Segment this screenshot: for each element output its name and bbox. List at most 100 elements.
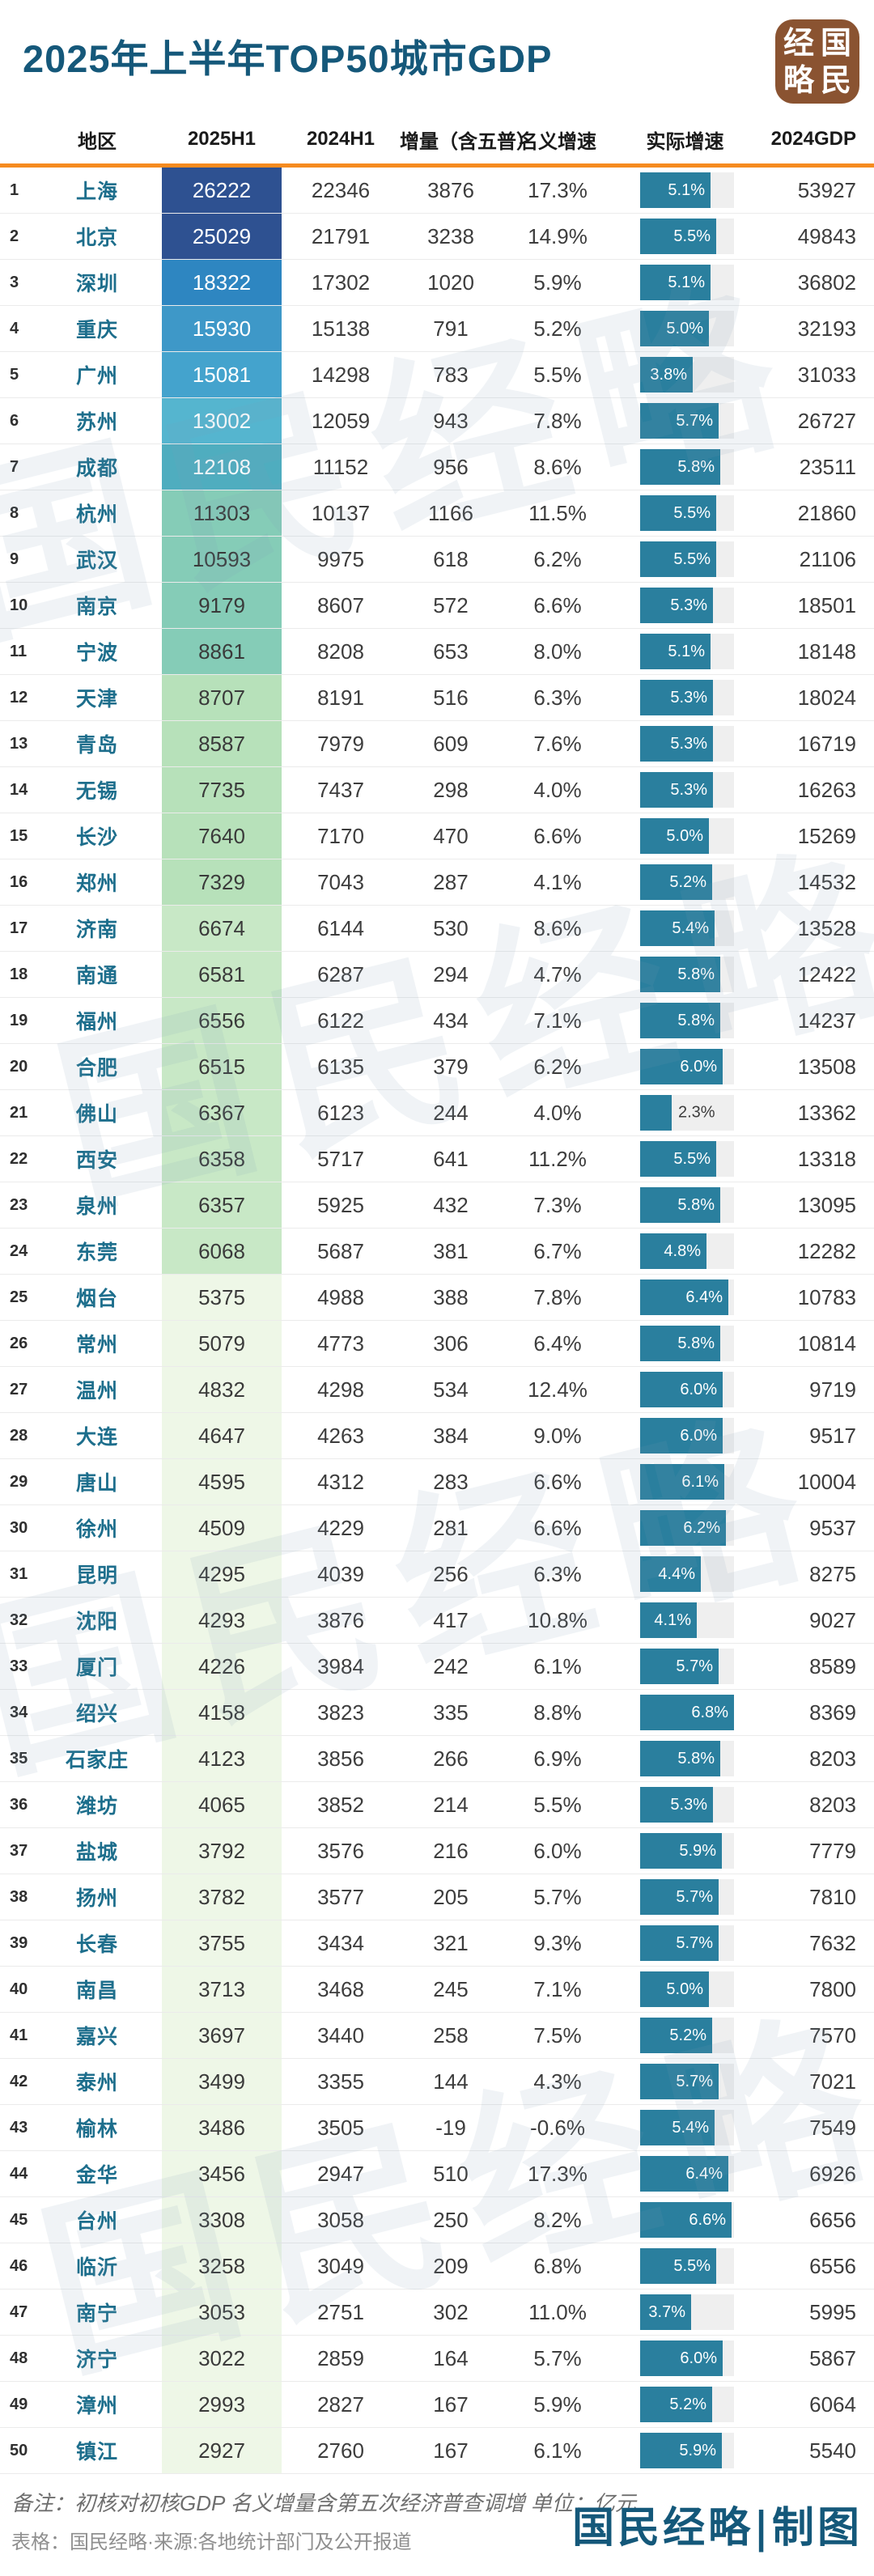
city-name: 福州 bbox=[75, 1011, 118, 1033]
increment-value: 943 bbox=[433, 408, 469, 433]
real-growth-label: 5.3% bbox=[670, 734, 707, 753]
city-name: 宁波 bbox=[75, 642, 118, 664]
logo-char: 民 bbox=[820, 62, 851, 98]
rank-number: 25 bbox=[10, 1288, 28, 1306]
increment-value: 266 bbox=[433, 1746, 469, 1771]
city-name: 济南 bbox=[75, 919, 118, 941]
real-growth-bar-track: 5.7% bbox=[640, 1925, 734, 1961]
rank-number: 27 bbox=[10, 1380, 28, 1398]
gdp-2024-value: 18501 bbox=[797, 592, 856, 617]
real-growth-label: 5.3% bbox=[670, 596, 707, 614]
increment-value: 287 bbox=[433, 869, 469, 894]
real-growth-bar: 6.0% bbox=[640, 1049, 723, 1084]
city-name: 东莞 bbox=[75, 1241, 118, 1264]
city-name: 绍兴 bbox=[75, 1703, 118, 1725]
col-header-increment: 增量（含五普） bbox=[400, 130, 536, 153]
gdp-2024-value: 7021 bbox=[809, 2069, 856, 2094]
gdp-2024h1-value: 2859 bbox=[317, 2345, 364, 2370]
real-growth-bar: 6.4% bbox=[640, 1280, 728, 1315]
gdp-2024-value: 5540 bbox=[809, 2438, 856, 2463]
table-row: 42 泰州 3499 3355 144 4.3% 5.7% 7021 bbox=[0, 2059, 874, 2105]
gdp-2024h1-value: 7043 bbox=[317, 869, 364, 894]
real-growth-bar: 5.8% bbox=[640, 449, 720, 485]
real-growth-bar-track: 5.2% bbox=[640, 864, 734, 900]
nominal-growth-value: 14.9% bbox=[528, 223, 588, 248]
real-growth-cell: 5.5% bbox=[613, 1136, 757, 1182]
city-name: 榆林 bbox=[75, 2118, 118, 2141]
gdp-2024h1-value: 4298 bbox=[317, 1377, 364, 1402]
real-growth-cell: 6.1% bbox=[613, 1459, 757, 1504]
real-growth-label: 5.8% bbox=[677, 1011, 715, 1029]
table-row: 46 临沂 3258 3049 209 6.8% 5.5% 6556 bbox=[0, 2243, 874, 2290]
nominal-growth-value: 6.3% bbox=[533, 1561, 582, 1586]
real-growth-cell: 5.7% bbox=[613, 1644, 757, 1689]
real-growth-cell: 5.2% bbox=[613, 2382, 757, 2427]
real-growth-bar-track: 6.8% bbox=[640, 1695, 734, 1730]
gdp-2025h1-cell: 5079 bbox=[162, 1321, 282, 1366]
gdp-2024h1-value: 2827 bbox=[317, 2391, 364, 2417]
real-growth-label: 5.5% bbox=[673, 503, 711, 522]
col-header-2025h1: 2025H1 bbox=[187, 128, 257, 150]
real-growth-label: 4.4% bbox=[658, 1564, 695, 1583]
city-name: 苏州 bbox=[75, 411, 118, 434]
rank-number: 19 bbox=[10, 1011, 28, 1029]
real-growth-cell: 5.1% bbox=[613, 168, 757, 213]
increment-value: 381 bbox=[433, 1238, 469, 1263]
nominal-growth-value: 5.7% bbox=[533, 1884, 582, 1909]
nominal-growth-value: 8.6% bbox=[533, 454, 582, 479]
table-row: 3 深圳 18322 17302 1020 5.9% 5.1% 36802 bbox=[0, 260, 874, 306]
gdp-2025h1-cell: 7735 bbox=[162, 767, 282, 813]
gdp-2024h1-value: 3576 bbox=[317, 1838, 364, 1863]
city-name: 大连 bbox=[75, 1426, 118, 1449]
gdp-2024h1-value: 11152 bbox=[312, 454, 369, 479]
increment-value: 244 bbox=[433, 1100, 469, 1125]
rank-number: 34 bbox=[10, 1703, 28, 1721]
city-name: 南宁 bbox=[75, 2302, 118, 2325]
table-row: 37 盐城 3792 3576 216 6.0% 5.9% 7779 bbox=[0, 1828, 874, 1874]
rank-number: 37 bbox=[10, 1841, 28, 1860]
real-growth-bar: 5.0% bbox=[640, 1971, 709, 2007]
real-growth-label: 4.1% bbox=[654, 1611, 691, 1629]
city-name: 济宁 bbox=[75, 2349, 118, 2371]
rank-number: 41 bbox=[10, 2026, 28, 2044]
real-growth-bar-track: 6.0% bbox=[640, 1049, 734, 1084]
rank-number: 12 bbox=[10, 688, 28, 707]
rank-number: 49 bbox=[10, 2395, 28, 2413]
increment-value: 653 bbox=[433, 639, 469, 664]
real-growth-cell: 6.6% bbox=[613, 2197, 757, 2243]
real-growth-cell: 5.8% bbox=[613, 1321, 757, 1366]
gdp-2025h1-cell: 11303 bbox=[162, 490, 282, 536]
nominal-growth-value: 7.8% bbox=[533, 1284, 582, 1309]
rank-number: 23 bbox=[10, 1195, 28, 1214]
gdp-2024h1-value: 7437 bbox=[317, 777, 364, 802]
real-growth-bar-track: 5.8% bbox=[640, 1187, 734, 1223]
increment-value: 783 bbox=[433, 362, 469, 387]
real-growth-label: 2.3% bbox=[678, 1103, 715, 1122]
real-growth-bar-track: 5.5% bbox=[640, 1141, 734, 1177]
table-row: 48 济宁 3022 2859 164 5.7% 6.0% 5867 bbox=[0, 2336, 874, 2382]
real-growth-bar-track: 5.0% bbox=[640, 1971, 734, 2007]
table-row: 22 西安 6358 5717 641 11.2% 5.5% 13318 bbox=[0, 1136, 874, 1182]
nominal-growth-value: 6.3% bbox=[533, 685, 582, 710]
real-growth-label: 6.4% bbox=[685, 2164, 723, 2183]
real-growth-bar-track: 6.4% bbox=[640, 2156, 734, 2192]
city-name: 北京 bbox=[75, 227, 118, 249]
real-growth-bar-track: 5.1% bbox=[640, 172, 734, 208]
real-growth-cell: 3.7% bbox=[613, 2290, 757, 2335]
increment-value: 530 bbox=[433, 915, 469, 940]
table-row: 28 大连 4647 4263 384 9.0% 6.0% 9517 bbox=[0, 1413, 874, 1459]
city-name: 常州 bbox=[75, 1334, 118, 1356]
nominal-growth-value: 7.3% bbox=[533, 1192, 582, 1217]
gdp-2025h1-cell: 4065 bbox=[162, 1782, 282, 1827]
gdp-2025h1-cell: 4595 bbox=[162, 1459, 282, 1504]
nominal-growth-value: 9.3% bbox=[533, 1930, 582, 1955]
city-name: 临沂 bbox=[75, 2256, 118, 2279]
increment-value: 432 bbox=[433, 1192, 469, 1217]
gdp-2025h1-cell: 3755 bbox=[162, 1920, 282, 1966]
table-row: 1 上海 26222 22346 3876 17.3% 5.1% 53927 bbox=[0, 168, 874, 214]
rank-number: 22 bbox=[10, 1149, 28, 1168]
table-row: 24 东莞 6068 5687 381 6.7% 4.8% 12282 bbox=[0, 1229, 874, 1275]
real-growth-cell: 5.8% bbox=[613, 1182, 757, 1228]
rank-number: 28 bbox=[10, 1426, 28, 1445]
real-growth-bar: 5.2% bbox=[640, 864, 712, 900]
